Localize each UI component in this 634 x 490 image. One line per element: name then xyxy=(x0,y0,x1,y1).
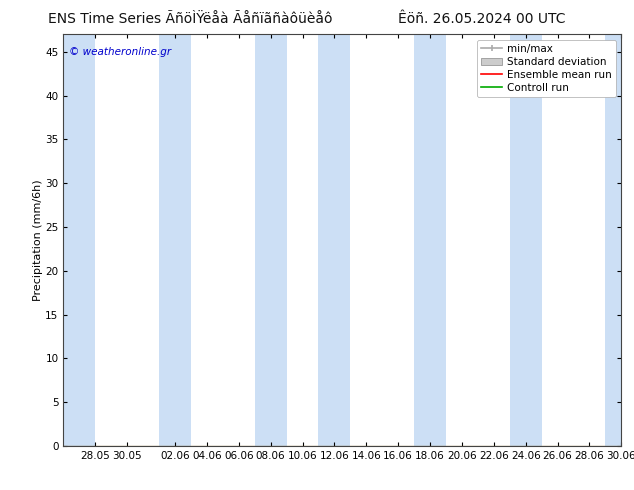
Bar xyxy=(255,34,287,446)
Bar xyxy=(510,34,541,446)
Bar xyxy=(318,34,351,446)
Y-axis label: Precipitation (mm/6h): Precipitation (mm/6h) xyxy=(32,179,42,301)
Bar xyxy=(159,34,191,446)
Text: Êöñ. 26.05.2024 00 UTC: Êöñ. 26.05.2024 00 UTC xyxy=(398,12,566,26)
Bar xyxy=(605,34,621,446)
Text: ENS Time Series ÃñöÌŸëåà Ãåñïãñàôüèåô: ENS Time Series ÃñöÌŸëåà Ãåñïãñàôüèåô xyxy=(48,12,332,26)
Bar xyxy=(414,34,446,446)
Legend: min/max, Standard deviation, Ensemble mean run, Controll run: min/max, Standard deviation, Ensemble me… xyxy=(477,40,616,97)
Text: © weatheronline.gr: © weatheronline.gr xyxy=(69,47,171,57)
Bar xyxy=(63,34,95,446)
